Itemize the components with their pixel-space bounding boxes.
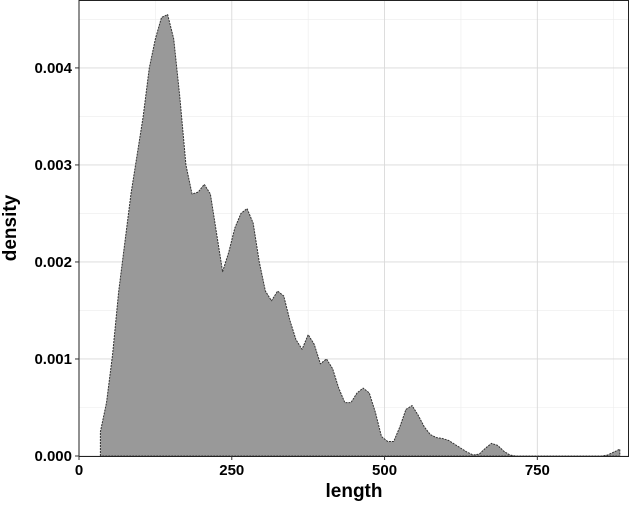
x-axis-ticks: 0 250 500 750 (75, 456, 550, 479)
density-area-layer (99, 14, 621, 457)
x-tick-label: 500 (372, 462, 397, 479)
x-tick-label: 0 (75, 462, 83, 479)
y-tick-label: 0.002 (34, 254, 72, 271)
x-axis-title: length (326, 481, 383, 501)
y-tick-label: 0.004 (34, 60, 72, 77)
y-tick-label: 0.000 (34, 448, 72, 465)
x-tick-label: 750 (525, 462, 550, 479)
density-area (99, 14, 621, 457)
y-axis-ticks: 0.000 0.001 0.002 0.003 0.004 (34, 60, 79, 465)
y-tick-label: 0.001 (34, 351, 72, 368)
x-tick-label: 250 (219, 462, 244, 479)
y-tick-label: 0.003 (34, 157, 72, 174)
y-axis-title: density (0, 194, 21, 261)
